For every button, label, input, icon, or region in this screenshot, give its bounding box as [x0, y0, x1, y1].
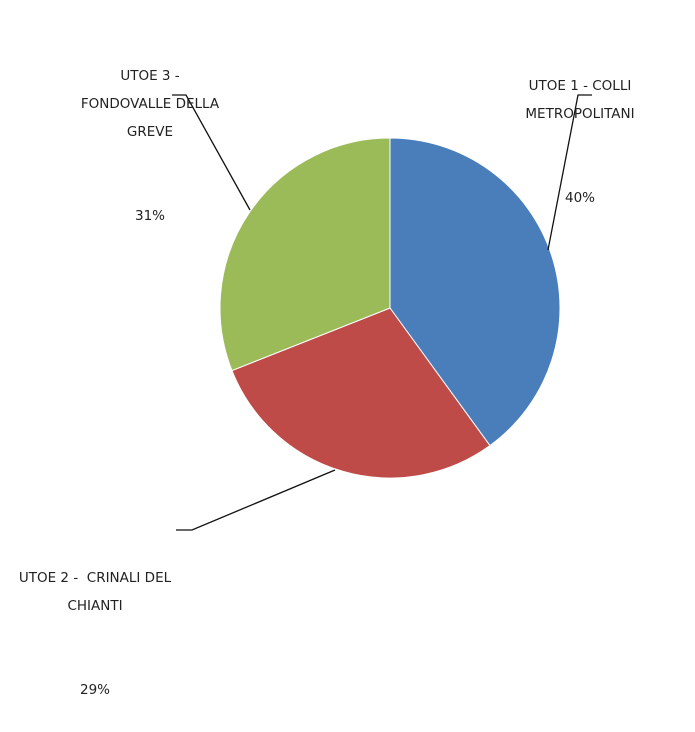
- pie-slice: [219, 137, 391, 372]
- category-label: UTOE 3 - FONDOVALLE DELLA GREVE: [80, 68, 224, 140]
- slice-label: UTOE 1 - COLLI METROPOLITANI 40%: [500, 16, 660, 240]
- leader-line: [172, 94, 251, 211]
- chart: [172, 94, 592, 531]
- value-label: 40%: [564, 190, 595, 206]
- leader-lines: [172, 94, 592, 531]
- value-label: 31%: [134, 208, 165, 224]
- leader-line: [176, 469, 336, 531]
- category-label: UTOE 2 - CRINALI DEL CHIANTI: [18, 570, 176, 614]
- leader-line: [547, 94, 592, 251]
- slice-label: UTOE 2 - CRINALI DEL CHIANTI 29%: [5, 508, 185, 732]
- page: UTOE 1 - COLLI METROPOLITANI 40% UTOE 2 …: [18, 6, 660, 698]
- slice-label: UTOE 3 - FONDOVALLE DELLA GREVE 31%: [80, 6, 220, 258]
- pie-slice: [389, 137, 561, 447]
- category-label: UTOE 1 - COLLI METROPOLITANI: [525, 78, 636, 122]
- value-label: 29%: [79, 682, 110, 698]
- pie-slice: [231, 307, 491, 479]
